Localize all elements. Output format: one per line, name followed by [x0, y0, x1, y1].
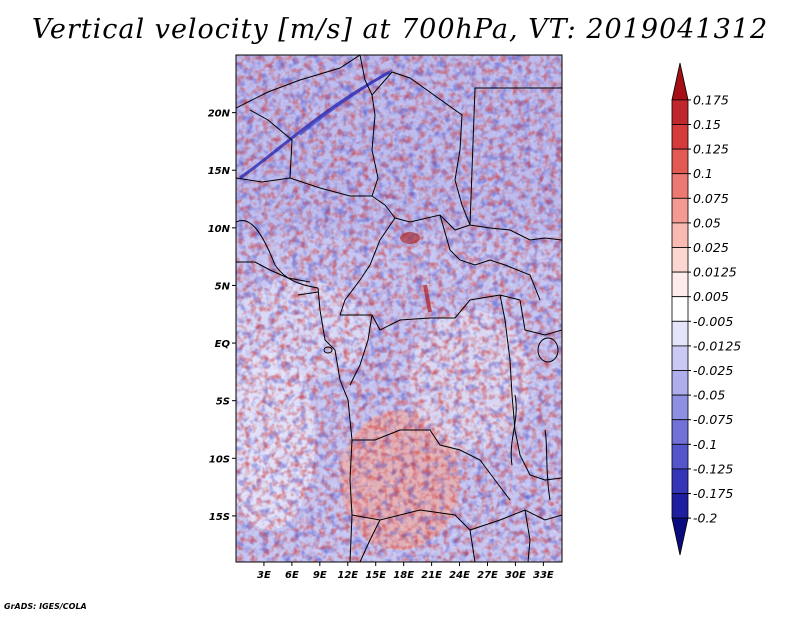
- x-tick-label: 18E: [393, 570, 414, 581]
- x-tick-label: 21E: [421, 570, 442, 581]
- colorbar-swatch: [671, 197, 689, 224]
- colorbar-label: 0.15: [693, 117, 721, 132]
- colorbar-label: -0.05: [693, 388, 725, 403]
- colorbar-swatch: [671, 345, 689, 371]
- colorbar-swatch: [671, 468, 689, 494]
- country-borders: [236, 55, 562, 562]
- x-tick-label: 15E: [365, 570, 386, 581]
- colorbar-swatch: [671, 320, 689, 347]
- colorbar-label: 0.0125: [693, 265, 737, 280]
- grads-credit: GrADS: IGES/COLA: [4, 602, 87, 611]
- colorbar-swatch: [671, 148, 689, 175]
- colorbar-label: -0.005: [693, 314, 733, 329]
- x-tick-label: 9E: [313, 570, 327, 581]
- colorbar-label: -0.2: [693, 511, 717, 526]
- colorbar-label: 0.005: [693, 289, 729, 304]
- colorbar-label: 0.125: [693, 142, 729, 157]
- colorbar-label: -0.075: [693, 412, 733, 427]
- colorbar-swatch: [671, 394, 689, 421]
- colorbar-swatch: [671, 124, 689, 150]
- colorbar-label: -0.175: [693, 486, 733, 501]
- y-tick-label: 10S: [209, 454, 230, 465]
- x-tick-label: 27E: [477, 570, 498, 581]
- y-tick-label: 5S: [216, 397, 230, 408]
- map-frame: [235, 54, 563, 563]
- colorbar-swatch: [671, 493, 689, 519]
- colorbar-label: 0.175: [693, 92, 729, 107]
- colorbar-swatch: [671, 99, 689, 125]
- colorbar-label: 0.025: [693, 240, 729, 255]
- colorbar-label: -0.0125: [693, 338, 741, 353]
- colorbar-bottom-triangle: [671, 517, 689, 556]
- x-tick-label: 33E: [533, 570, 554, 581]
- x-tick-label: 3E: [257, 570, 271, 581]
- colorbar: 0.175 0.15 0.125 0.1 0.075 0.05 0.025 0.0125 0.0…: [671, 62, 741, 556]
- x-tick-label: 30E: [505, 570, 526, 581]
- y-tick-label: 10N: [208, 224, 231, 235]
- colorbar-label: -0.025: [693, 363, 733, 378]
- colorbar-label: 0.1: [693, 166, 713, 181]
- chart-title: Vertical velocity [m/s] at 700hPa, VT: 2…: [31, 14, 769, 45]
- colorbar-swatch: [671, 296, 689, 322]
- vertical-velocity-field: [236, 55, 562, 562]
- colorbar-label: -0.125: [693, 461, 733, 476]
- y-tick-label: 15N: [208, 166, 231, 177]
- colorbar-swatch: [671, 271, 689, 298]
- x-tick-label: 24E: [449, 570, 470, 581]
- y-tick-label: 5N: [215, 281, 231, 292]
- colorbar-swatch: [671, 370, 689, 396]
- x-tick-label: 12E: [337, 570, 358, 581]
- colorbar-label: 0.05: [693, 215, 721, 230]
- longitude-axis: 3E 6E 9E 12E 15E 18E 21E 24E 27E 30E 33E: [257, 562, 554, 581]
- colorbar-swatch: [671, 419, 689, 445]
- colorbar-label: -0.1: [693, 437, 717, 452]
- colorbar-swatch: [671, 173, 689, 199]
- colorbar-swatch: [671, 443, 689, 470]
- colorbar-swatch: [671, 222, 689, 248]
- colorbar-swatch: [671, 247, 689, 273]
- y-tick-label: EQ: [215, 339, 231, 350]
- latitude-axis: 20N 15N 10N 5N EQ 5S 10S 15S: [208, 109, 236, 523]
- y-tick-label: 20N: [208, 109, 231, 120]
- y-tick-label: 15S: [209, 512, 230, 523]
- x-tick-label: 6E: [285, 570, 299, 581]
- colorbar-top-triangle: [671, 62, 689, 101]
- colorbar-label: 0.075: [693, 191, 729, 206]
